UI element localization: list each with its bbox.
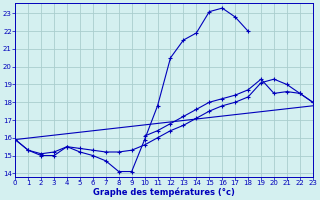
X-axis label: Graphe des températures (°c): Graphe des températures (°c) xyxy=(93,188,235,197)
